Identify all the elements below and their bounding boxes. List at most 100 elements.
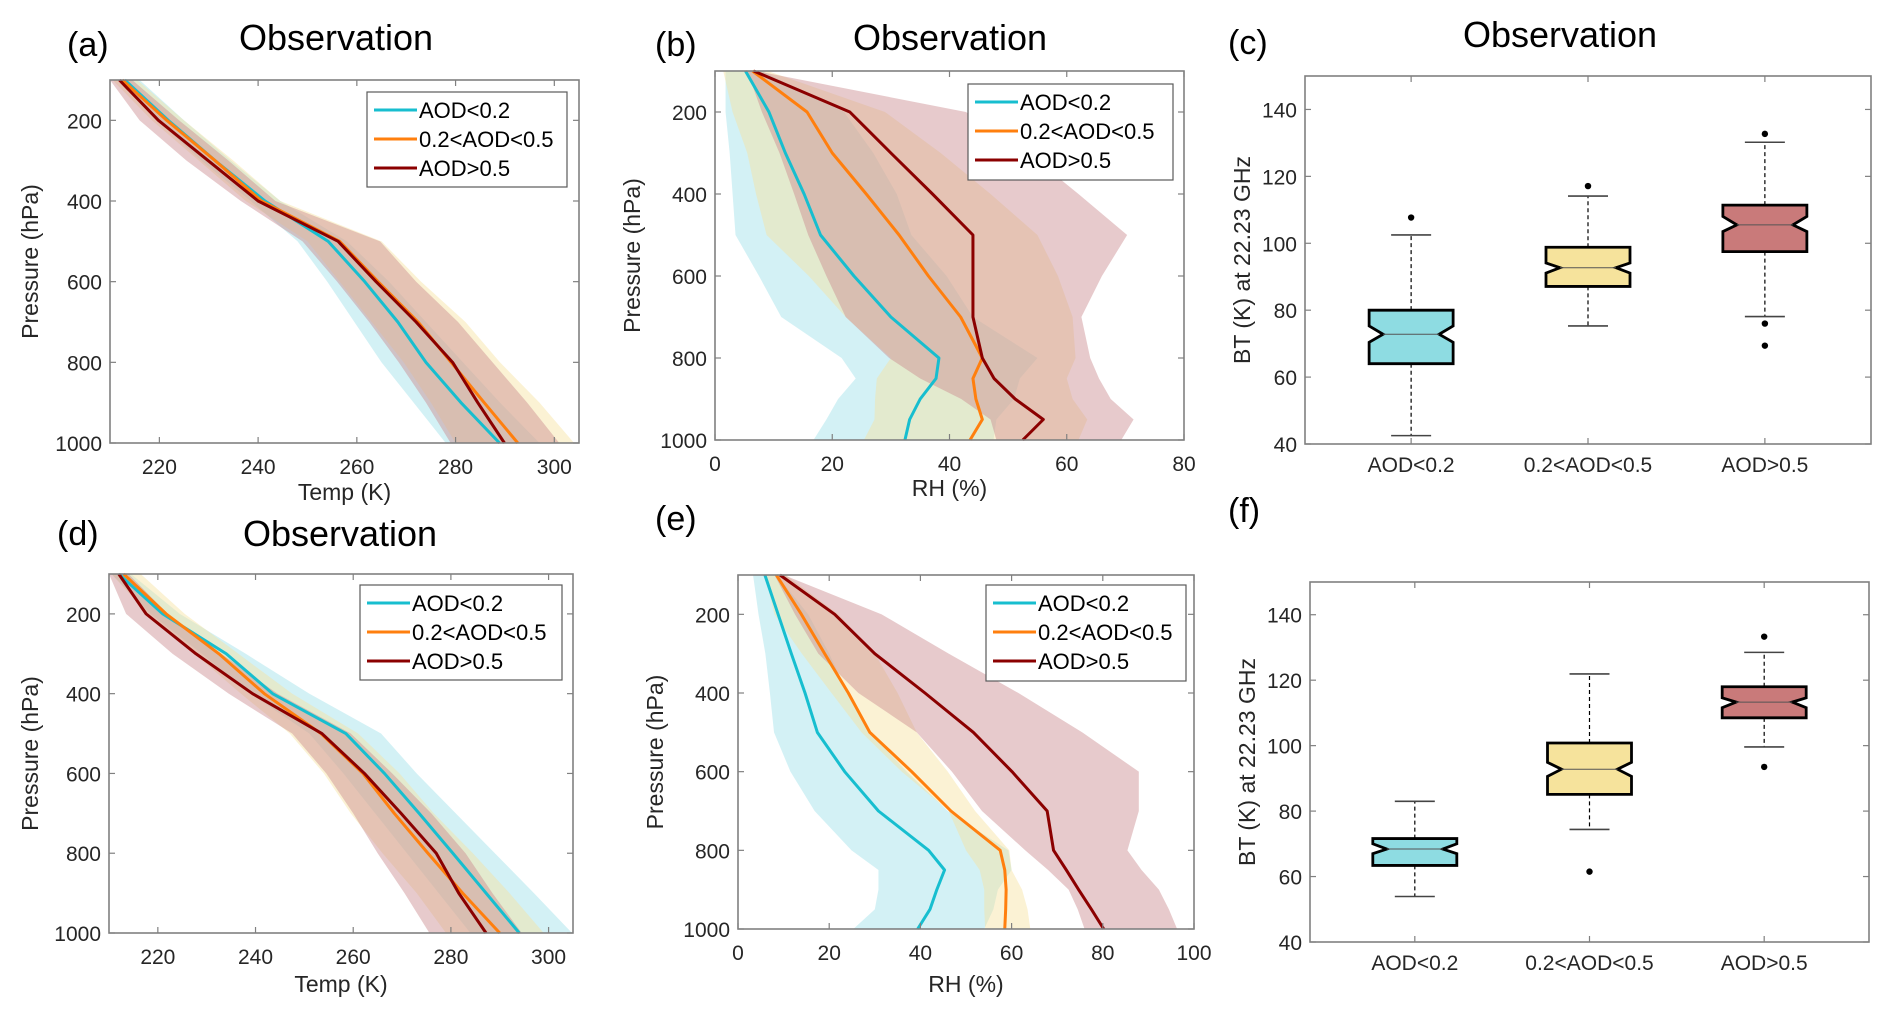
panel-label-a: (a) [67, 26, 109, 64]
notched-box [1367, 308, 1455, 366]
y-tick-label: 1000 [660, 430, 707, 453]
box-1 [1367, 214, 1455, 437]
legend-entry-3: AOD>0.5 [412, 649, 503, 674]
spread-band-2 [111, 574, 544, 933]
panel-d-temperature-profile: 220 240 260 280 300 200 400 600 800 1000 Temp (K) P… [17, 572, 574, 997]
panel-title-a: Observation [239, 17, 433, 58]
box-2 [1544, 182, 1632, 327]
category-label: 0.2<AOD<0.5 [1525, 952, 1653, 975]
legend-entry-3: AOD>0.5 [1020, 148, 1111, 173]
panel-label-d: (d) [57, 515, 99, 553]
y-tick-label: 100 [1262, 233, 1297, 256]
x-tick-label: 80 [1091, 942, 1114, 965]
x-tick-label: 60 [1055, 453, 1078, 476]
box-2 [1546, 673, 1633, 875]
series-line-3 [117, 573, 488, 934]
notched-box [1544, 245, 1632, 288]
panel-label-f: (f) [1228, 492, 1260, 530]
legend: AOD<0.2 0.2<AOD<0.5 AOD>0.5 [359, 584, 563, 681]
spread-band-3 [774, 575, 1178, 929]
panel-title-d: Observation [243, 513, 437, 554]
legend-entry-3: AOD>0.5 [1038, 649, 1129, 674]
panel-b-rh-profile: 0 20 40 60 80 200 400 600 800 1000 RH (%) Pressure … [619, 69, 1196, 501]
legend: AOD<0.2 0.2<AOD<0.5 AOD>0.5 [366, 91, 568, 188]
x-tick-label: 260 [336, 946, 371, 969]
panel-a-temperature-profile: 220 240 260 280 300 200 400 600 800 1000 Temp (K) P… [17, 78, 580, 505]
panel-label-c: (c) [1228, 24, 1268, 62]
x-tick-label: 0 [709, 453, 721, 476]
series-line-1 [744, 70, 941, 441]
box-1 [1371, 800, 1459, 898]
x-tick-label: 60 [1000, 942, 1023, 965]
axes-box-d [108, 573, 574, 934]
x-tick-label: 240 [241, 456, 276, 479]
y-tick-label: 400 [66, 684, 101, 707]
box-3 [1721, 130, 1809, 349]
category-label: 0.2<AOD<0.5 [1524, 454, 1652, 477]
spread-band-2 [723, 71, 1088, 440]
category-label: AOD<0.2 [1371, 952, 1458, 975]
legend: AOD<0.2 0.2<AOD<0.5 AOD>0.5 [985, 584, 1187, 682]
series-line-2 [751, 69, 984, 441]
x-axis-label: RH (%) [912, 475, 987, 501]
x-axis-label: Temp (K) [298, 479, 391, 505]
category-label: AOD>0.5 [1721, 952, 1808, 975]
x-tick-label: 220 [142, 456, 177, 479]
legend-entry-2: 0.2<AOD<0.5 [412, 620, 547, 645]
outlier-point [1761, 320, 1769, 327]
notched-box [1721, 203, 1809, 254]
x-tick-label: 100 [1176, 942, 1211, 965]
y-tick-label: 400 [695, 683, 730, 706]
legend-entry-2: 0.2<AOD<0.5 [1020, 119, 1155, 144]
outlier-point [1584, 182, 1592, 190]
y-axis-label: Pressure (hPa) [619, 178, 645, 333]
axes-box-a [109, 79, 580, 444]
x-tick-label: 0 [732, 942, 744, 965]
series-line-3 [753, 69, 1045, 442]
notched-box [1371, 837, 1459, 867]
legend: AOD<0.2 0.2<AOD<0.5 AOD>0.5 [967, 83, 1174, 181]
x-tick-label: 280 [438, 456, 473, 479]
outlier-point [1586, 868, 1593, 875]
outlier-point [1760, 633, 1768, 640]
category-label: AOD<0.2 [1368, 454, 1455, 477]
y-tick-label: 200 [66, 604, 101, 627]
y-axis-label: Pressure (hPa) [17, 676, 43, 831]
y-tick-label: 80 [1274, 300, 1297, 323]
y-tick-label: 140 [1267, 605, 1302, 628]
x-tick-label: 80 [1172, 453, 1195, 476]
x-axis-label: RH (%) [928, 971, 1003, 997]
x-tick-label: 260 [339, 456, 374, 479]
spread-band-1 [753, 575, 1012, 929]
y-tick-label: 60 [1274, 367, 1297, 390]
outlier-point [1761, 130, 1769, 138]
y-tick-label: 200 [695, 604, 730, 627]
legend-entry-1: AOD<0.2 [1020, 90, 1111, 115]
panel-c-bt-boxplot: 40 60 80 100 120 140 AOD<0.2 0.2<AOD<0.5 AOD>0.5… [1229, 75, 1872, 477]
y-tick-label: 600 [672, 266, 707, 289]
y-tick-label: 800 [66, 843, 101, 866]
panel-label-e: (e) [655, 500, 697, 538]
series-line-3 [118, 78, 506, 444]
panel-f-bt-boxplot: 40 60 80 100 120 140 AOD<0.2 0.2<AOD<0.5 AOD>0.5… [1234, 581, 1870, 975]
y-tick-label: 1000 [683, 919, 730, 942]
y-tick-label: 1000 [54, 923, 101, 946]
legend-entry-3: AOD>0.5 [419, 156, 510, 181]
series-line-1 [763, 574, 947, 930]
outlier-point [1761, 342, 1769, 349]
spread-band-1 [725, 71, 1038, 440]
x-tick-label: 300 [531, 946, 566, 969]
category-label: AOD>0.5 [1721, 454, 1808, 477]
legend-entry-2: 0.2<AOD<0.5 [1038, 620, 1173, 645]
y-axis-label: Pressure (hPa) [17, 184, 43, 339]
y-tick-label: 60 [1279, 867, 1302, 890]
x-tick-label: 280 [433, 946, 468, 969]
x-tick-label: 240 [238, 946, 273, 969]
legend-entry-1: AOD<0.2 [412, 591, 503, 616]
y-tick-label: 400 [67, 191, 102, 214]
y-tick-label: 1000 [55, 433, 102, 456]
y-tick-label: 100 [1267, 736, 1302, 759]
y-tick-label: 600 [67, 272, 102, 295]
panel-title-c: Observation [1463, 14, 1657, 55]
y-tick-label: 40 [1274, 434, 1297, 457]
